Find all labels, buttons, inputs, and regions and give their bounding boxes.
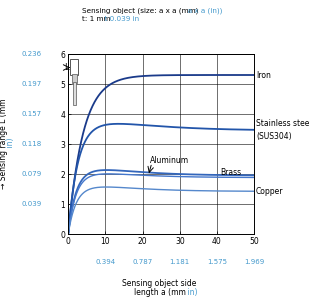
Bar: [72, 74, 77, 82]
Text: 0.394: 0.394: [95, 260, 115, 266]
Text: in): in): [6, 138, 16, 150]
Text: Sensing object (size: a x a (mm): Sensing object (size: a x a (mm): [82, 7, 198, 14]
Text: length a (mm: length a (mm: [134, 288, 186, 297]
Text: Copper: Copper: [256, 187, 284, 196]
Text: 0.197: 0.197: [21, 81, 42, 87]
Text: Iron: Iron: [256, 71, 271, 80]
Text: 1.575: 1.575: [207, 260, 227, 266]
Text: in): in): [185, 288, 198, 297]
Bar: [70, 58, 78, 75]
Text: 0.157: 0.157: [21, 111, 42, 117]
Text: L: L: [64, 63, 69, 72]
Text: Brass: Brass: [221, 168, 242, 177]
Text: Aluminum: Aluminum: [150, 156, 189, 165]
Text: Stainless steel: Stainless steel: [256, 118, 310, 127]
Text: 0.039: 0.039: [21, 201, 42, 207]
Text: → Sensing range L (mm: → Sensing range L (mm: [0, 99, 8, 189]
Text: 1.969: 1.969: [244, 260, 264, 266]
Text: 0.236: 0.236: [21, 51, 42, 57]
Text: 1.181: 1.181: [170, 260, 190, 266]
Text: a x a (in)): a x a (in)): [82, 7, 223, 14]
Text: 0.787: 0.787: [132, 260, 153, 266]
Text: (SUS304): (SUS304): [256, 132, 292, 141]
Text: t: 1 mm: t: 1 mm: [82, 16, 111, 22]
Text: 0.079: 0.079: [21, 171, 42, 177]
Text: t 0.039 in: t 0.039 in: [82, 16, 139, 22]
Text: Sensing object side: Sensing object side: [122, 279, 197, 288]
Bar: [73, 82, 76, 105]
Text: 0.118: 0.118: [21, 141, 42, 147]
